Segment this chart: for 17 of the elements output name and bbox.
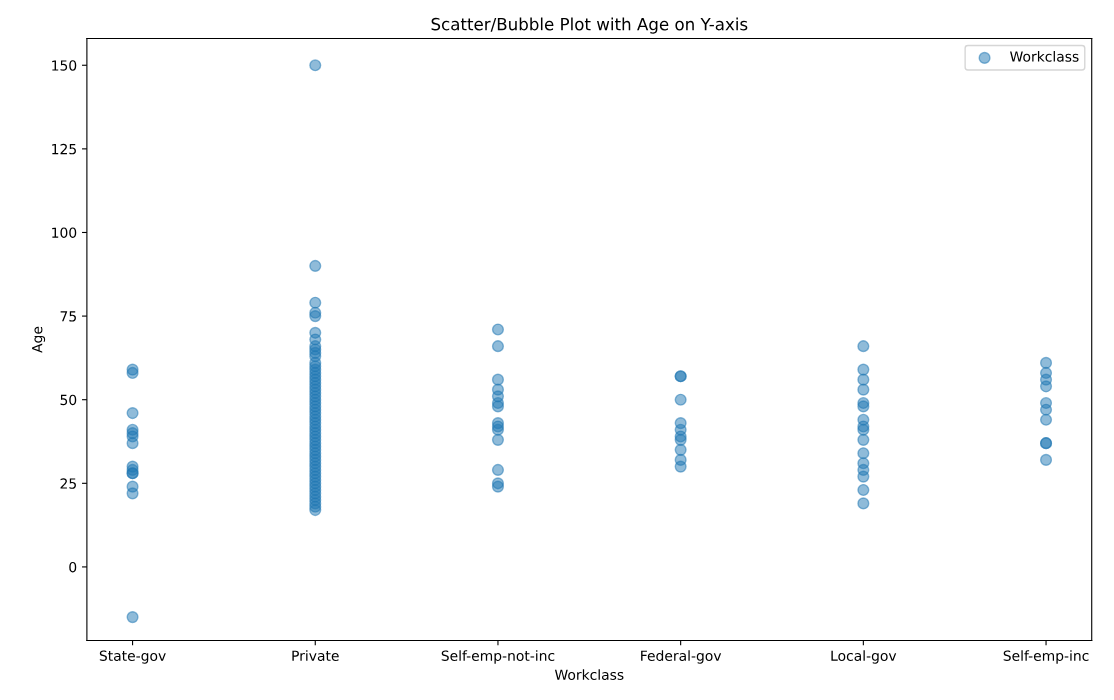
y-tick-label: 100 xyxy=(52,227,77,238)
x-tick-label: Self-emp-not-inc xyxy=(441,650,555,664)
y-tick-label: 25 xyxy=(60,478,76,489)
legend-label: Workclass xyxy=(1010,51,1079,62)
x-tick-label: Private xyxy=(292,650,339,661)
y-tick-label: 75 xyxy=(60,311,76,322)
y-tick-label: 0 xyxy=(69,561,77,573)
x-tick-label: Self-emp-inc xyxy=(1003,650,1089,664)
x-tick-label: Local-gov xyxy=(831,650,897,664)
x-tick-label: State-gov xyxy=(99,650,166,664)
y-tick-label: 125 xyxy=(52,143,76,155)
x-axis-title: Workclass xyxy=(554,669,624,680)
y-tick-label: 150 xyxy=(52,60,77,71)
chart-title: Scatter/Bubble Plot with Age on Y-axis xyxy=(431,17,748,34)
y-axis-title: Age xyxy=(32,326,46,353)
x-tick-label: Federal-gov xyxy=(641,650,722,664)
y-tick-label: 50 xyxy=(60,394,77,406)
